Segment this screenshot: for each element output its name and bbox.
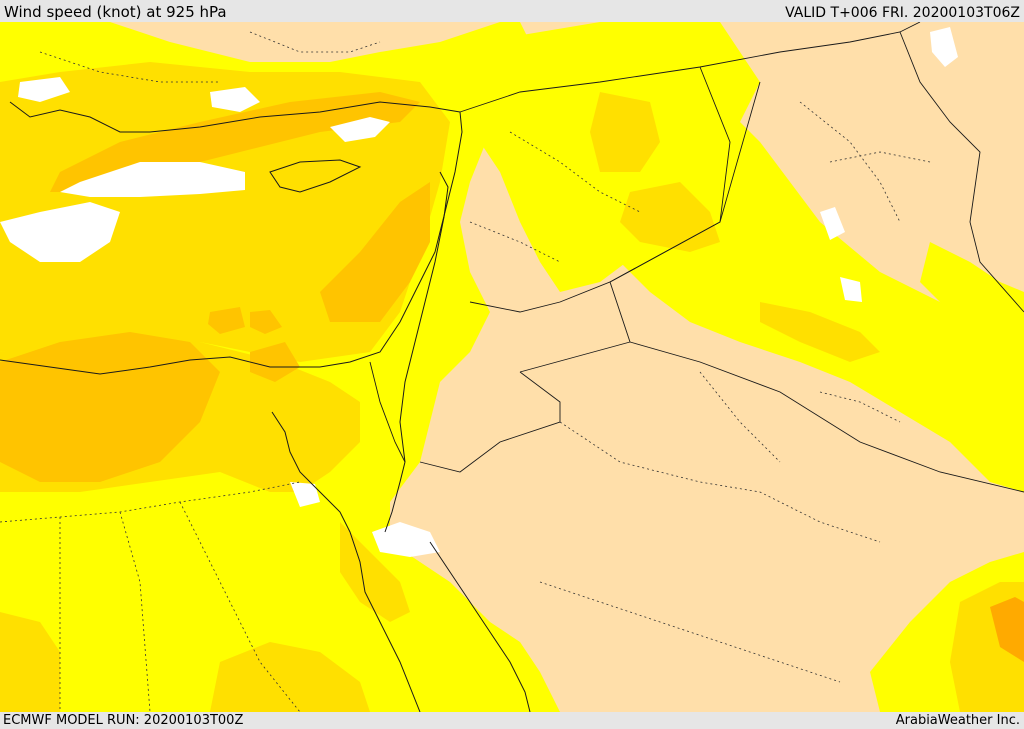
province-borders (0, 31, 931, 712)
credit-label: ArabiaWeather Inc. (895, 713, 1020, 728)
no-data-patch-8 (290, 482, 320, 507)
wind-band-3-spot-2 (250, 310, 282, 334)
map-panel (0, 22, 1024, 712)
country-borders (369, 22, 1024, 493)
footer-bar: ECMWF MODEL RUN: 20200103T00Z ArabiaWeat… (0, 712, 1024, 729)
wind-band-2-syria (590, 92, 660, 172)
no-data-patch-6 (930, 27, 958, 67)
no-data-patch-5 (18, 77, 70, 102)
wind-band-3-spot-1 (208, 307, 245, 334)
wind-band-2-redsea (340, 522, 410, 622)
wind-band-2-gulf (760, 302, 880, 362)
no-data-patch-2 (0, 202, 120, 262)
wind-band-3-egypt (0, 332, 220, 482)
model-run-label: ECMWF MODEL RUN: 20200103T00Z (3, 713, 244, 728)
wind-band-2-southwest (0, 612, 60, 712)
wind-band-3-spot-3 (250, 342, 300, 382)
wind-band-2-south (210, 642, 370, 712)
no-data-patch-10 (840, 277, 862, 302)
no-data-patch-9 (820, 207, 845, 240)
no-data-patch-3 (330, 117, 390, 142)
no-data-patch-4 (210, 87, 260, 112)
no-data-patch-7 (372, 522, 440, 557)
header-bar: Wind speed (knot) at 925 hPa VALID T+006… (0, 0, 1024, 22)
wind-band-1-iraq (610, 82, 1024, 492)
wind-speed-map (0, 22, 1024, 712)
wind-band-2-iraq (620, 182, 720, 252)
no-data-patch-1 (60, 162, 245, 197)
wind-band-1-east (920, 242, 1024, 352)
wind-band-3-levant (320, 182, 430, 322)
coastlines (0, 101, 531, 712)
map-title: Wind speed (knot) at 925 hPa (4, 3, 227, 21)
valid-time-label: VALID T+006 FRI. 20200103T06Z (785, 5, 1020, 21)
wind-band-4-southeast (990, 597, 1024, 662)
